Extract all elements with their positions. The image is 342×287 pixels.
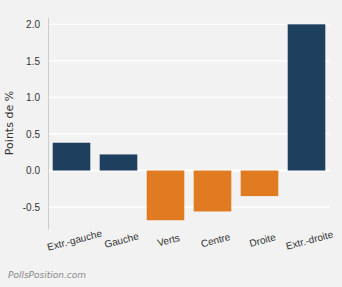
bar	[241, 171, 279, 197]
y-tick-label: 0.5	[26, 129, 40, 140]
y-tick-label: 2.0	[26, 19, 40, 30]
y-tick-label: 0.0	[26, 165, 40, 176]
y-tick-label: -0.5	[23, 202, 41, 213]
background	[0, 0, 342, 287]
x-tick-label: Extr.-gauche	[46, 228, 104, 253]
y-axis-title: Points de %	[3, 91, 16, 155]
grid-line	[48, 206, 330, 207]
y-tick: 1.0	[26, 92, 48, 103]
x-tick: Droite	[248, 229, 277, 249]
x-tick: Centre	[200, 229, 232, 249]
x-tick-label: Centre	[200, 231, 232, 250]
y-axis-line	[48, 18, 49, 230]
bar	[100, 154, 138, 170]
y-tick: 0.5	[26, 129, 48, 140]
bar	[147, 171, 185, 221]
x-tick: Verts	[156, 229, 181, 248]
x-axis: Extr.-gaucheGauche Verts Centre Droite Extr.…	[46, 228, 335, 253]
x-tick-label: Verts	[156, 232, 181, 249]
bars	[53, 24, 326, 220]
x-tick: Extr.-droite	[285, 229, 335, 252]
grid	[48, 24, 330, 207]
x-tick-label: Gauche	[103, 230, 140, 250]
y-tick: 0.0	[26, 165, 48, 176]
y-axis: -0.5 0.0 0.5 1.0 1.5 2.0	[23, 18, 49, 230]
bar	[53, 143, 91, 171]
y-tick: 2.0	[26, 19, 48, 30]
y-tick-label: 1.0	[26, 92, 40, 103]
y-tick: 1.5	[26, 56, 48, 67]
x-tick-label: Extr.-droite	[285, 229, 335, 252]
x-tick: Extr.-gauche	[46, 228, 104, 253]
x-tick: Gauche	[103, 229, 140, 250]
y-tick: -0.5	[23, 202, 48, 213]
source: PollsPosition.com	[8, 270, 86, 280]
bar	[288, 24, 326, 170]
y-tick-label: 1.5	[26, 56, 40, 67]
x-tick-label: Droite	[248, 231, 277, 249]
chart: -0.5 0.0 0.5 1.0 1.5 2.0 Extr.-gaucheGauche Ver…	[0, 0, 342, 287]
bar	[194, 171, 232, 212]
